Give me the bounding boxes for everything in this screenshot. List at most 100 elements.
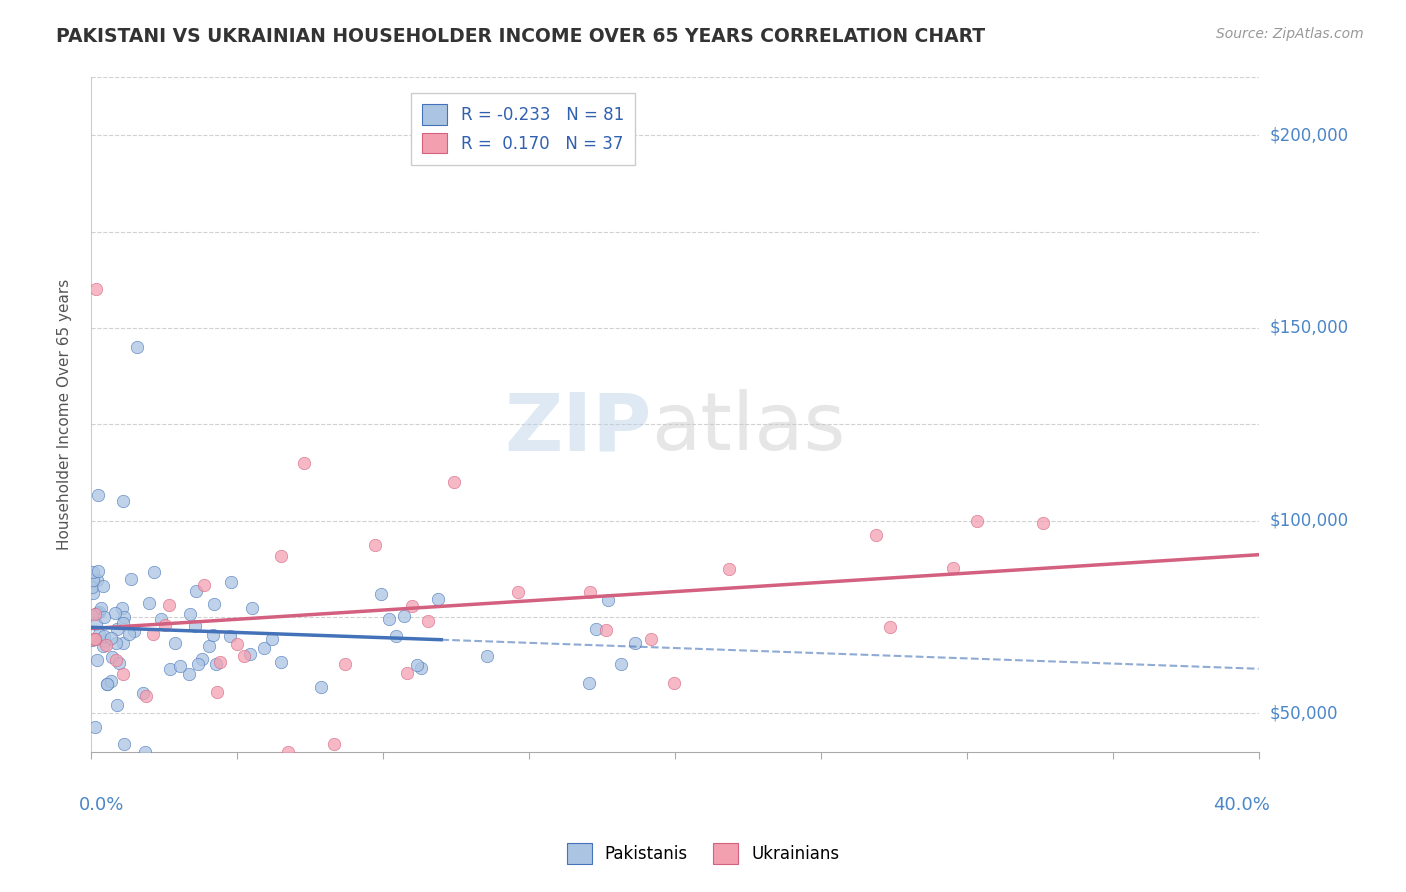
Point bbox=[506, 584, 529, 599]
Point bbox=[150, 612, 173, 626]
Point bbox=[82, 573, 104, 587]
Point bbox=[186, 583, 208, 598]
Point bbox=[208, 656, 231, 670]
Point bbox=[610, 657, 633, 671]
Point bbox=[364, 538, 387, 552]
Text: 0.0%: 0.0% bbox=[79, 796, 125, 814]
Point bbox=[277, 745, 299, 759]
Point bbox=[84, 632, 107, 647]
Point bbox=[159, 662, 181, 676]
Point bbox=[84, 720, 107, 734]
Text: atlas: atlas bbox=[651, 389, 846, 467]
Point bbox=[179, 607, 201, 622]
Point bbox=[239, 647, 262, 661]
Point bbox=[86, 653, 108, 667]
Point bbox=[96, 677, 118, 691]
Point bbox=[107, 657, 129, 671]
Point bbox=[190, 652, 212, 666]
Point bbox=[595, 624, 617, 638]
Point bbox=[717, 562, 740, 576]
Point bbox=[187, 657, 209, 672]
Point bbox=[93, 634, 115, 648]
Point bbox=[623, 636, 645, 650]
Point bbox=[91, 640, 114, 654]
Point bbox=[96, 676, 118, 690]
Point bbox=[104, 607, 127, 621]
Point bbox=[579, 585, 602, 599]
Point bbox=[112, 610, 135, 624]
Point bbox=[87, 488, 110, 502]
Y-axis label: Householder Income Over 65 years: Householder Income Over 65 years bbox=[58, 279, 72, 550]
Point bbox=[83, 632, 105, 647]
Point bbox=[101, 649, 124, 664]
Point bbox=[219, 575, 242, 590]
Point bbox=[418, 614, 440, 628]
Point bbox=[225, 637, 247, 651]
Point bbox=[132, 686, 155, 700]
Point bbox=[120, 572, 142, 586]
Point bbox=[202, 628, 225, 642]
Point bbox=[378, 611, 401, 625]
Point bbox=[292, 456, 315, 470]
Point bbox=[578, 676, 600, 690]
Point bbox=[91, 578, 114, 592]
Point bbox=[82, 633, 104, 648]
Point bbox=[966, 514, 988, 528]
Point bbox=[111, 636, 134, 650]
Text: ZIP: ZIP bbox=[505, 389, 651, 467]
Point bbox=[112, 494, 135, 508]
Point bbox=[153, 617, 176, 632]
Point bbox=[93, 629, 115, 643]
Text: $50,000: $50,000 bbox=[1270, 705, 1339, 723]
Point bbox=[865, 527, 887, 541]
Legend: R = -0.233   N = 81, R =  0.170   N = 37: R = -0.233 N = 81, R = 0.170 N = 37 bbox=[411, 93, 636, 165]
Point bbox=[640, 632, 662, 646]
Point bbox=[253, 641, 276, 656]
Point bbox=[105, 652, 128, 666]
Point bbox=[142, 565, 165, 579]
Point bbox=[89, 605, 111, 619]
Point bbox=[157, 598, 180, 612]
Point bbox=[942, 561, 965, 575]
Point bbox=[82, 580, 104, 594]
Point bbox=[202, 597, 225, 611]
Point bbox=[385, 629, 408, 643]
Point bbox=[219, 629, 242, 643]
Point bbox=[87, 753, 110, 767]
Text: $100,000: $100,000 bbox=[1270, 512, 1348, 530]
Point bbox=[169, 658, 191, 673]
Point bbox=[240, 601, 263, 615]
Point bbox=[100, 673, 122, 688]
Point bbox=[193, 578, 215, 592]
Text: 40.0%: 40.0% bbox=[1213, 796, 1270, 814]
Point bbox=[134, 745, 156, 759]
Point bbox=[84, 617, 107, 632]
Point bbox=[323, 737, 346, 751]
Point bbox=[233, 648, 256, 663]
Point bbox=[596, 593, 619, 607]
Point bbox=[105, 636, 128, 650]
Point bbox=[370, 586, 392, 600]
Point bbox=[111, 616, 134, 631]
Point bbox=[395, 665, 418, 680]
Point bbox=[163, 635, 186, 649]
Point bbox=[82, 565, 104, 579]
Point bbox=[118, 627, 141, 641]
Text: $150,000: $150,000 bbox=[1270, 319, 1348, 337]
Point bbox=[405, 657, 427, 672]
Point bbox=[93, 610, 115, 624]
Point bbox=[204, 657, 226, 672]
Point bbox=[179, 666, 201, 681]
Text: $200,000: $200,000 bbox=[1270, 127, 1348, 145]
Point bbox=[138, 596, 160, 610]
Point bbox=[585, 622, 607, 636]
Text: PAKISTANI VS UKRAINIAN HOUSEHOLDER INCOME OVER 65 YEARS CORRELATION CHART: PAKISTANI VS UKRAINIAN HOUSEHOLDER INCOM… bbox=[56, 27, 986, 45]
Point bbox=[122, 624, 145, 638]
Point bbox=[309, 680, 332, 694]
Point bbox=[198, 639, 221, 653]
Point bbox=[262, 632, 284, 647]
Point bbox=[112, 737, 135, 751]
Point bbox=[205, 684, 228, 698]
Point bbox=[100, 631, 122, 645]
Point bbox=[401, 599, 423, 613]
